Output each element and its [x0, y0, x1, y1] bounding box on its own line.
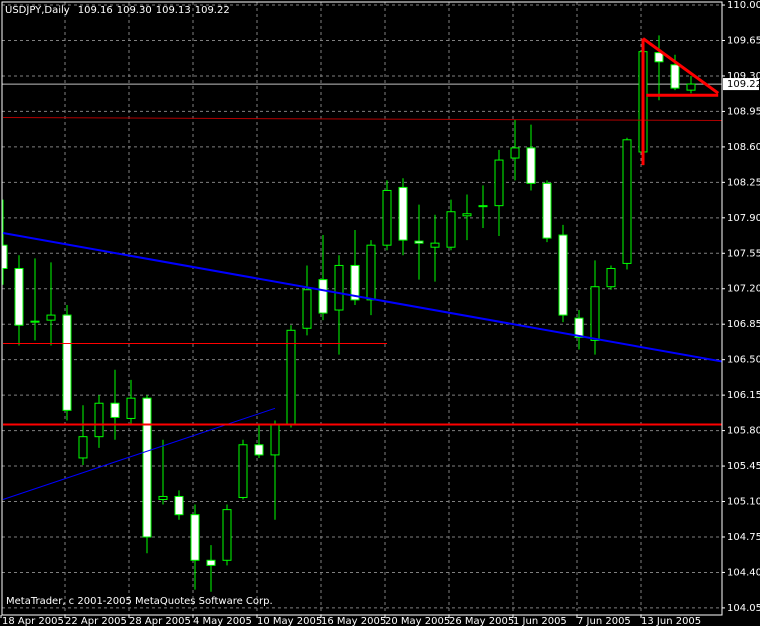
candle-body	[542, 182, 552, 239]
trendline	[642, 37, 720, 95]
y-tick-label: 105.80	[727, 426, 760, 437]
candle-body	[430, 242, 440, 248]
footer: MetaTrader, c 2001-2005 MetaQuotes Softw…	[6, 596, 273, 607]
candle-body	[302, 289, 312, 329]
candle-body	[350, 264, 360, 301]
candle-body	[30, 320, 40, 323]
y-tick-label: 108.25	[727, 177, 760, 188]
candle-body	[606, 267, 616, 288]
y-tick-label: 110.00	[727, 0, 760, 11]
candle-body	[414, 240, 424, 244]
candle-body	[270, 424, 280, 456]
candle-body	[366, 244, 376, 301]
candle-body	[206, 559, 216, 566]
x-tick-label: 28 Apr 2005	[129, 616, 191, 626]
candle-body	[174, 495, 184, 516]
candle-body	[142, 397, 152, 538]
candle-body	[46, 314, 56, 321]
candle-body	[286, 329, 296, 426]
candle-body	[222, 509, 232, 561]
x-tick-label: 20 May 2005	[385, 616, 450, 626]
y-tick-label: 107.90	[727, 213, 760, 224]
y-tick-label: 109.65	[727, 36, 760, 47]
candle-body	[382, 189, 392, 246]
trendline	[2, 407, 276, 500]
x-tick-label: 4 May 2005	[193, 616, 252, 626]
y-tick-label: 109.30	[727, 71, 760, 82]
candle-body	[318, 279, 328, 314]
x-tick-label: 1 Jun 2005	[513, 616, 567, 626]
y-tick-label: 105.45	[727, 461, 760, 472]
candle-body	[94, 402, 104, 438]
x-tick-label: 22 Apr 2005	[65, 616, 127, 626]
candle-body	[398, 186, 408, 241]
plot-area	[2, 2, 722, 615]
price-label-box	[723, 78, 759, 91]
y-tick-label: 108.95	[727, 106, 760, 117]
info-close: 109.22	[195, 5, 230, 16]
candle-body	[510, 147, 520, 159]
info-high: 109.30	[117, 5, 152, 16]
y-tick-label: 105.10	[727, 497, 760, 508]
y-tick-label: 106.85	[727, 319, 760, 330]
candle-body	[446, 211, 456, 248]
candle-body	[526, 147, 536, 184]
info-open: 109.16	[78, 5, 113, 16]
candle-body	[590, 286, 600, 341]
trendline	[2, 232, 722, 363]
trendline	[2, 117, 722, 122]
x-tick-label: 7 Jun 2005	[577, 616, 631, 626]
candle-body	[78, 436, 88, 459]
y-tick-label: 107.20	[727, 284, 760, 295]
candle-body	[622, 139, 632, 264]
candle-body	[238, 444, 248, 498]
candle-body	[110, 402, 120, 418]
info-low: 109.13	[156, 5, 191, 16]
candle-body	[126, 397, 136, 419]
candle-body	[254, 444, 264, 456]
y-tick-label: 104.05	[727, 603, 760, 614]
header: USDJPY,Daily 109.16 109.30 109.13 109.22	[5, 5, 230, 16]
candle-body	[670, 64, 680, 89]
price-label: 109.22	[727, 79, 760, 90]
y-tick-label: 106.50	[727, 355, 760, 366]
candle-body	[558, 234, 568, 316]
candle-body	[494, 159, 504, 207]
candle-body	[14, 267, 24, 326]
x-tick-label: 16 May 2005	[321, 616, 386, 626]
candle-body	[62, 314, 72, 411]
candle-body	[574, 317, 584, 338]
candle-body	[654, 52, 664, 63]
y-tick-label: 106.15	[727, 390, 760, 401]
x-tick-label: 18 Apr 2005	[2, 616, 64, 626]
candle-body	[478, 205, 488, 208]
y-tick-label: 104.40	[727, 567, 760, 578]
candle-body	[462, 213, 472, 217]
y-tick-label: 108.60	[727, 142, 760, 153]
candle-body	[2, 244, 8, 269]
candle-body	[158, 495, 168, 500]
candle-body	[190, 514, 200, 561]
candle-body	[334, 264, 344, 311]
y-tick-label: 104.75	[727, 532, 760, 543]
plot-frame	[1, 1, 723, 616]
y-tick-label: 107.55	[727, 248, 760, 259]
x-tick-label: 10 May 2005	[257, 616, 322, 626]
x-tick-label: 13 Jun 2005	[641, 616, 701, 626]
x-tick-label: 26 May 2005	[449, 616, 514, 626]
symbol: USDJPY,Daily	[5, 5, 70, 16]
candle-body	[686, 83, 696, 91]
